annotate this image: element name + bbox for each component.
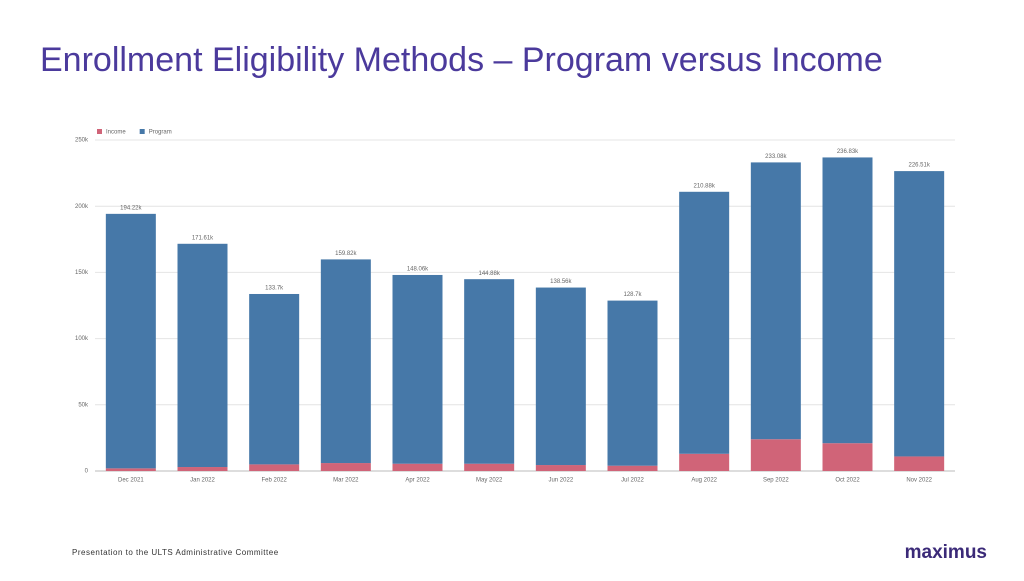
legend-label: Program (149, 130, 172, 136)
x-tick-label: May 2022 (476, 478, 503, 484)
total-label: 133.7k (265, 286, 284, 292)
bar-segment (607, 465, 658, 471)
legend-swatch (97, 129, 102, 134)
bar-segment (750, 162, 801, 440)
total-label: 233.08k (765, 154, 787, 160)
x-tick-label: Jul 2022 (621, 478, 644, 484)
y-tick-label: 250k (75, 138, 89, 144)
bar-segment (750, 439, 801, 471)
bar-segment (535, 465, 586, 471)
x-tick-label: Jun 2022 (548, 478, 573, 484)
x-tick-label: Feb 2022 (261, 478, 287, 484)
bar-segment (464, 463, 515, 471)
bar-segment (105, 468, 156, 471)
bar-segment (320, 259, 371, 464)
total-label: 236.83k (837, 149, 859, 155)
total-label: 226.51k (908, 163, 930, 169)
total-label: 148.06k (407, 267, 429, 273)
x-tick-label: Mar 2022 (333, 478, 359, 484)
bar-segment (607, 300, 658, 466)
footer: Presentation to the ULTS Administrative … (72, 548, 279, 557)
total-label: 210.88k (693, 183, 715, 189)
bar-segment (822, 157, 873, 444)
bar-segment (392, 463, 443, 471)
bar-segment (177, 467, 228, 471)
total-label: 194.22k (120, 205, 142, 211)
logo: maximus (905, 542, 987, 563)
bar-segment (249, 464, 300, 471)
x-tick-label: Oct 2022 (835, 478, 860, 484)
bar-segment (679, 453, 730, 471)
y-tick-label: 50k (78, 402, 89, 408)
bar-segment (822, 443, 873, 471)
bar-segment (105, 213, 156, 469)
total-label: 128.7k (623, 292, 642, 298)
bar-segment (679, 191, 730, 454)
x-tick-label: Apr 2022 (405, 478, 430, 484)
bar-segment (177, 243, 228, 468)
y-tick-label: 0 (85, 469, 89, 475)
bar-segment (535, 287, 586, 466)
total-label: 171.61k (192, 235, 214, 241)
y-tick-label: 100k (75, 336, 89, 342)
bar-segment (320, 463, 371, 471)
bar-segment (464, 279, 515, 464)
y-tick-label: 150k (75, 270, 89, 276)
bar-segment (894, 171, 945, 457)
x-tick-label: Jan 2022 (190, 478, 215, 484)
slide-title: Enrollment Eligibility Methods – Program… (40, 41, 883, 79)
total-label: 159.82k (335, 251, 357, 257)
legend-label: Income (106, 130, 126, 136)
x-tick-label: Aug 2022 (691, 478, 717, 484)
x-tick-label: Sep 2022 (763, 478, 789, 484)
y-tick-label: 200k (75, 204, 89, 210)
x-tick-label: Dec 2021 (118, 478, 144, 484)
total-label: 144.88k (478, 271, 500, 277)
bar-segment (392, 274, 443, 464)
legend-swatch (139, 129, 145, 134)
total-label: 138.56k (550, 279, 572, 285)
x-tick-label: Nov 2022 (906, 478, 932, 484)
bar-segment (249, 293, 300, 465)
bar-segment (894, 456, 945, 471)
